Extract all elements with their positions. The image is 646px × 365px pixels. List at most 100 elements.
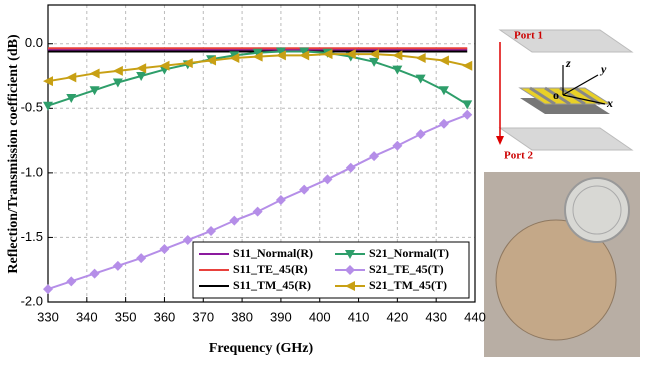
marker (438, 55, 449, 66)
photo (484, 172, 640, 357)
marker (136, 63, 147, 74)
marker (438, 86, 449, 96)
marker (322, 174, 333, 185)
x-tick-label: 360 (154, 309, 176, 324)
marker (415, 129, 426, 140)
marker (322, 49, 333, 60)
x-tick-label: 440 (464, 309, 486, 324)
marker (112, 65, 123, 76)
port-label: Port 1 (514, 30, 543, 42)
legend-label: S21_TE_45(T) (369, 262, 444, 276)
marker (89, 68, 100, 79)
x-tick-label: 420 (387, 309, 409, 324)
coin (564, 177, 630, 243)
marker (275, 50, 286, 61)
marker (392, 140, 403, 151)
marker (229, 215, 240, 226)
marker (415, 74, 426, 84)
marker (182, 235, 193, 246)
port-plane (498, 29, 634, 53)
marker (43, 101, 53, 111)
axis-letter: z (565, 56, 571, 70)
marker (345, 162, 356, 173)
x-tick-label: 410 (348, 309, 370, 324)
marker (252, 206, 263, 217)
x-axis-label: Frequency (GHz) (209, 341, 314, 356)
legend-label: S21_Normal(T) (369, 246, 449, 260)
marker (462, 60, 473, 71)
marker (369, 57, 380, 67)
marker (299, 184, 310, 195)
x-tick-label: 430 (425, 309, 447, 324)
axes (562, 65, 606, 105)
x-tick-label: 330 (37, 309, 59, 324)
marker (112, 260, 123, 271)
y-tick-label: 0.0 (25, 35, 43, 50)
marker (369, 151, 380, 162)
marker (136, 72, 147, 82)
marker (66, 276, 77, 287)
marker (252, 48, 263, 58)
marker (159, 244, 170, 255)
marker (275, 194, 286, 205)
axis-letter: x (606, 96, 613, 110)
stripes (529, 86, 601, 106)
legend-label: S21_TM_45(T) (369, 278, 447, 292)
legend-label: S11_Normal(R) (233, 246, 313, 260)
arrow-head (496, 136, 504, 145)
x-tick-label: 400 (309, 309, 331, 324)
marker (462, 100, 473, 110)
marker (66, 72, 77, 83)
port-label: Port 2 (504, 150, 534, 162)
sample-disc (495, 219, 617, 341)
marker (182, 58, 193, 69)
marker (345, 265, 355, 275)
plot-frame (47, 4, 476, 303)
x-tick-label: 390 (270, 309, 292, 324)
coin-rim (572, 185, 622, 235)
marker (369, 49, 380, 60)
marker (206, 55, 217, 66)
x-tick-label: 370 (192, 309, 214, 324)
x-tick-label: 350 (115, 309, 137, 324)
marker (159, 60, 170, 71)
y-tick-label: -1.5 (21, 229, 43, 244)
legend-box (192, 241, 470, 299)
marker (345, 250, 355, 259)
marker (415, 52, 426, 63)
y-tick-label: -1.0 (21, 164, 43, 179)
marker (438, 118, 449, 129)
legend-label: S11_TM_45(R) (233, 278, 311, 292)
y-tick-label: -2.0 (21, 293, 43, 308)
marker (462, 109, 473, 120)
port-plane (498, 127, 634, 151)
marker (345, 49, 356, 60)
marker (392, 65, 403, 75)
marker (136, 253, 147, 264)
marker (206, 225, 217, 236)
legend: S11_Normal(R) S11_TE_45(R) S11_TM_45(R) S21… (192, 241, 470, 299)
marker (229, 52, 240, 63)
series-line (47, 50, 468, 107)
marker (345, 281, 355, 291)
marker (66, 93, 77, 103)
marker (89, 86, 100, 96)
axis-letter: y (599, 62, 607, 76)
marker (299, 50, 310, 61)
x-tick-label: 380 (231, 309, 253, 324)
marker (252, 51, 263, 62)
y-axis-label: Reflection/Transmission coefficient (dB) (6, 34, 21, 274)
diagram: Port 1 Port 2 z y x o (496, 29, 634, 162)
legend-label: S11_TE_45(R) (233, 262, 308, 276)
x-tick-label: 340 (76, 309, 98, 324)
marker (392, 50, 403, 61)
marker (299, 47, 310, 57)
marker (43, 76, 53, 87)
marker (275, 47, 286, 57)
axis-letter: o (553, 88, 559, 102)
marker (43, 284, 53, 295)
marker (112, 78, 123, 88)
marker (89, 268, 100, 279)
